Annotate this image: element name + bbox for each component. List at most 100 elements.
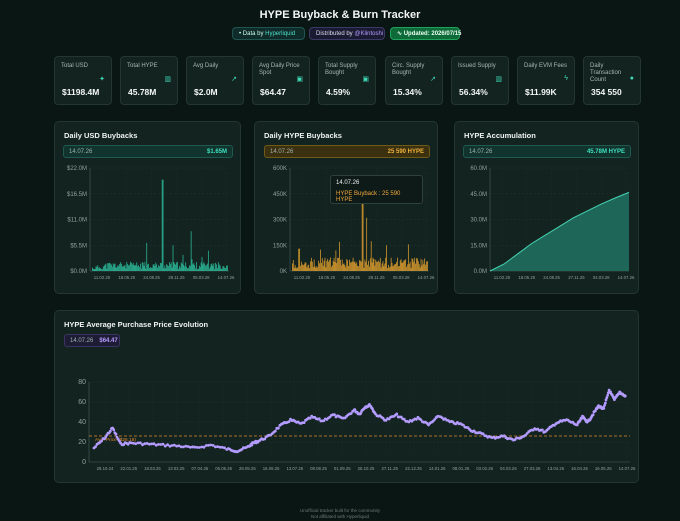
data-point: [606, 394, 609, 397]
data-point: [141, 443, 144, 447]
bar: [95, 266, 97, 271]
bar: [292, 263, 293, 271]
bar: [292, 259, 294, 271]
bar: [219, 265, 221, 271]
x-tick-label: 27.11.25: [382, 466, 399, 471]
data-point: [603, 404, 606, 407]
calendar-icon: ▣: [296, 76, 303, 83]
bar: [92, 267, 93, 271]
x-tick-label: 05.03.26: [193, 275, 210, 280]
readout-value: 25 590 HYPE: [387, 149, 424, 155]
bar: [216, 264, 217, 271]
data-source-badge[interactable]: • Data by Hyperliquid: [232, 27, 305, 40]
bar: [181, 263, 183, 271]
bar: [109, 262, 110, 271]
bar: [117, 265, 119, 271]
bar: [199, 267, 201, 271]
data-point: [195, 446, 199, 449]
x-tick-label: 05.05.25: [215, 466, 232, 471]
bar: [396, 262, 397, 271]
y-tick-label: $0.0M: [70, 269, 87, 275]
bar: [414, 257, 416, 271]
data-point: [200, 445, 204, 449]
bar: [120, 262, 121, 271]
bar: [389, 266, 391, 271]
data-point: [218, 445, 222, 449]
bar: [120, 263, 122, 271]
data-point: [214, 445, 217, 449]
bar: [136, 262, 138, 271]
bar: [227, 265, 228, 271]
bar: [380, 267, 382, 271]
bar: [154, 266, 156, 271]
bar: [185, 262, 187, 271]
stat-label: Avg Daily Price Spot: [259, 63, 300, 76]
readout-date: 14.07.26: [469, 149, 493, 155]
bar: [339, 241, 340, 271]
data-point: [148, 442, 151, 446]
bar: [197, 268, 198, 271]
data-point: [136, 441, 140, 445]
stat-label: Daily Transaction Count: [590, 63, 622, 83]
bar: [303, 264, 305, 271]
bar: [309, 268, 310, 271]
bar: [194, 265, 196, 271]
bar: [306, 267, 308, 271]
x-tick-label: 28.10.24: [97, 466, 114, 471]
bar: [357, 265, 358, 271]
data-point: [419, 418, 423, 422]
bar: [402, 262, 404, 271]
bar: [386, 245, 387, 271]
bar: [319, 263, 320, 271]
bar: [324, 257, 326, 271]
y-tick-label: 45.0M: [470, 192, 487, 198]
bar: [138, 265, 139, 271]
stat-card: Circ. Supply Bought 15.34% ↗: [385, 56, 443, 105]
data-point: [607, 388, 611, 392]
bar: [388, 267, 390, 271]
stat-card: Total HYPE 45.78M ▥: [120, 56, 178, 105]
data-point: [177, 444, 181, 448]
data-point: [333, 413, 336, 416]
bar: [205, 265, 207, 271]
bar: [177, 261, 178, 271]
bar: [155, 262, 157, 271]
bar: [356, 262, 358, 271]
bar: [99, 267, 101, 271]
data-point: [193, 445, 197, 449]
bar: [295, 267, 297, 271]
bar: [425, 264, 426, 271]
data-point: [157, 443, 160, 446]
bar: [104, 264, 106, 271]
bar: [369, 258, 371, 271]
data-point: [132, 441, 135, 445]
bar: [340, 259, 341, 271]
bar: [156, 264, 158, 271]
data-point: [170, 444, 174, 447]
stat-value: 4.59%: [326, 87, 351, 97]
data-point: [591, 413, 595, 417]
y-tick-label: 0.0M: [474, 269, 487, 275]
bar: [162, 179, 164, 271]
data-point: [605, 396, 609, 399]
bar: [322, 266, 324, 271]
x-tick-label: 14.07.26: [418, 275, 435, 280]
bar: [114, 263, 116, 271]
stat-card: Daily EVM Fees $11.99K ϟ: [517, 56, 575, 105]
bar: [304, 262, 306, 271]
bar: [312, 266, 314, 271]
bar: [359, 260, 360, 271]
bar: [301, 261, 302, 271]
x-tick-label: 04.03.26: [500, 466, 517, 471]
x-tick-label: 13.04.26: [547, 466, 564, 471]
distributor-badge[interactable]: Distributed by @Klintoshi: [309, 27, 385, 40]
bar: [296, 268, 298, 271]
bar: [354, 261, 356, 271]
bar: [141, 261, 143, 271]
bar: [355, 263, 357, 271]
data-point: [207, 443, 210, 447]
bar: [215, 262, 216, 271]
bar: [209, 266, 211, 271]
bar: [413, 261, 415, 271]
data-point: [152, 442, 156, 446]
